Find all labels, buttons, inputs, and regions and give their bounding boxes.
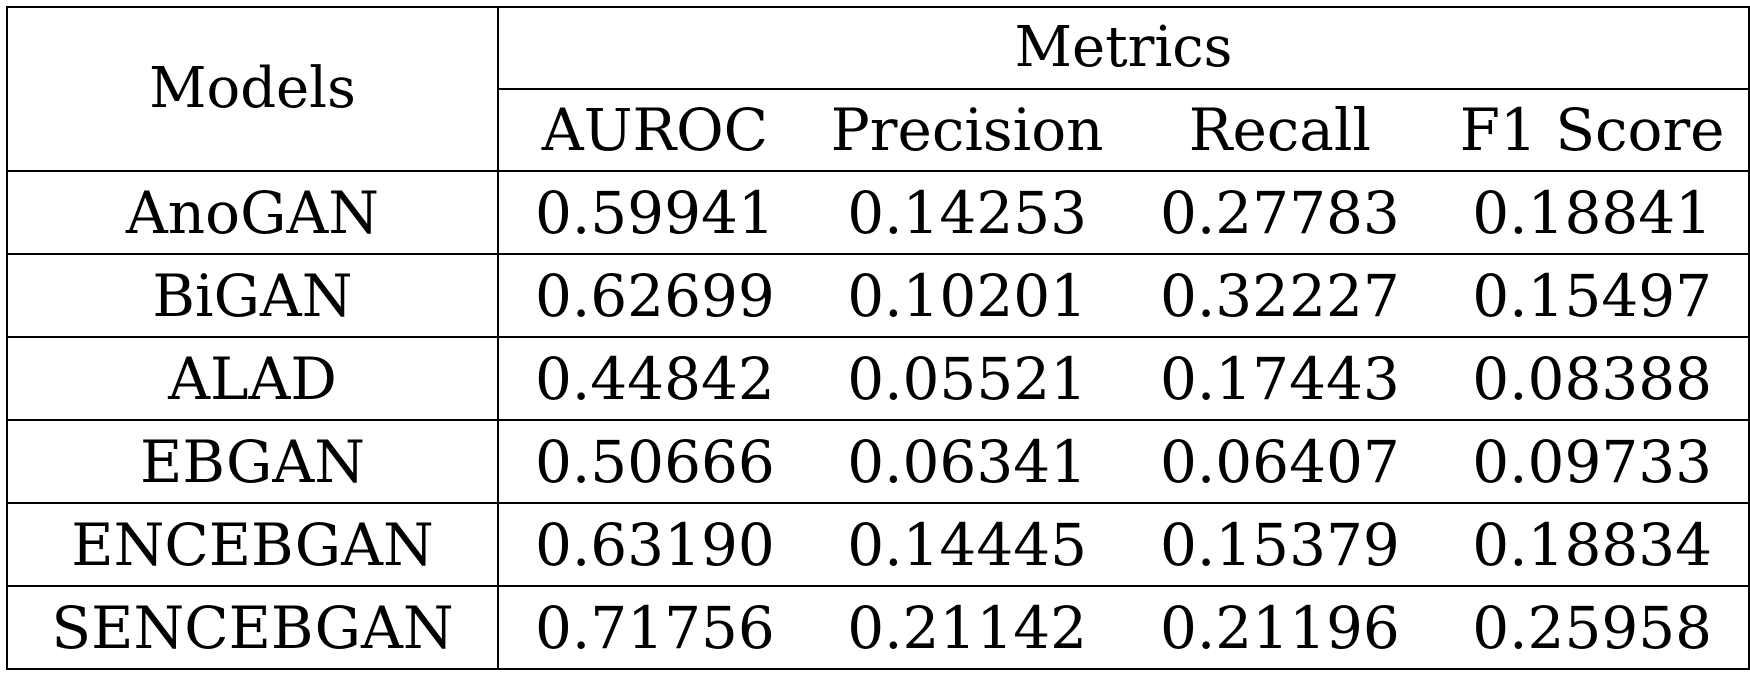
table-row: AnoGAN 0.59941 0.14253 0.27783 0.18841 [6, 170, 1750, 255]
f1-score-cell: 0.08388 [1436, 336, 1750, 421]
table-row: EBGAN 0.50666 0.06341 0.06407 0.09733 [6, 419, 1750, 504]
table-row: ALAD 0.44842 0.05521 0.17443 0.08388 [6, 336, 1750, 421]
recall-cell: 0.32227 [1123, 253, 1437, 338]
precision-cell: 0.14445 [810, 502, 1124, 587]
table-header: Models Metrics AUROC Precision Recall F1… [6, 6, 1750, 172]
precision-column-header: Precision [810, 88, 1124, 172]
results-table: Models Metrics AUROC Precision Recall F1… [6, 6, 1750, 670]
model-name-cell: ENCEBGAN [6, 502, 499, 587]
precision-cell: 0.06341 [810, 419, 1124, 504]
precision-cell: 0.21142 [810, 585, 1124, 670]
f1-score-cell: 0.18841 [1436, 170, 1750, 255]
auroc-cell: 0.50666 [497, 419, 811, 504]
precision-cell: 0.14253 [810, 170, 1124, 255]
table-row: SENCEBGAN 0.71756 0.21142 0.21196 0.2595… [6, 585, 1750, 670]
precision-cell: 0.05521 [810, 336, 1124, 421]
recall-cell: 0.15379 [1123, 502, 1437, 587]
f1-score-cell: 0.15497 [1436, 253, 1750, 338]
f1-score-column-header: F1 Score [1436, 88, 1750, 172]
model-name-cell: ALAD [6, 336, 499, 421]
auroc-column-header: AUROC [497, 88, 811, 172]
table-row: ENCEBGAN 0.63190 0.14445 0.15379 0.18834 [6, 502, 1750, 587]
model-name-cell: BiGAN [6, 253, 499, 338]
recall-cell: 0.21196 [1123, 585, 1437, 670]
auroc-cell: 0.62699 [497, 253, 811, 338]
models-column-header: Models [6, 6, 499, 172]
model-name-cell: EBGAN [6, 419, 499, 504]
recall-cell: 0.17443 [1123, 336, 1437, 421]
model-name-cell: SENCEBGAN [6, 585, 499, 670]
metrics-group-header: Metrics [496, 6, 1750, 90]
table-row: BiGAN 0.62699 0.10201 0.32227 0.15497 [6, 253, 1750, 338]
f1-score-cell: 0.25958 [1436, 585, 1750, 670]
precision-cell: 0.10201 [810, 253, 1124, 338]
model-name-cell: AnoGAN [6, 170, 499, 255]
recall-column-header: Recall [1123, 88, 1437, 172]
auroc-cell: 0.63190 [497, 502, 811, 587]
table-body: AnoGAN 0.59941 0.14253 0.27783 0.18841 B… [6, 170, 1750, 670]
recall-cell: 0.06407 [1123, 419, 1437, 504]
f1-score-cell: 0.18834 [1436, 502, 1750, 587]
auroc-cell: 0.44842 [497, 336, 811, 421]
f1-score-cell: 0.09733 [1436, 419, 1750, 504]
header-row-top: Models Metrics [6, 6, 1750, 172]
auroc-cell: 0.71756 [497, 585, 811, 670]
auroc-cell: 0.59941 [497, 170, 811, 255]
header-row-metrics: AUROC Precision Recall F1 Score [7, 88, 1750, 172]
recall-cell: 0.27783 [1123, 170, 1437, 255]
